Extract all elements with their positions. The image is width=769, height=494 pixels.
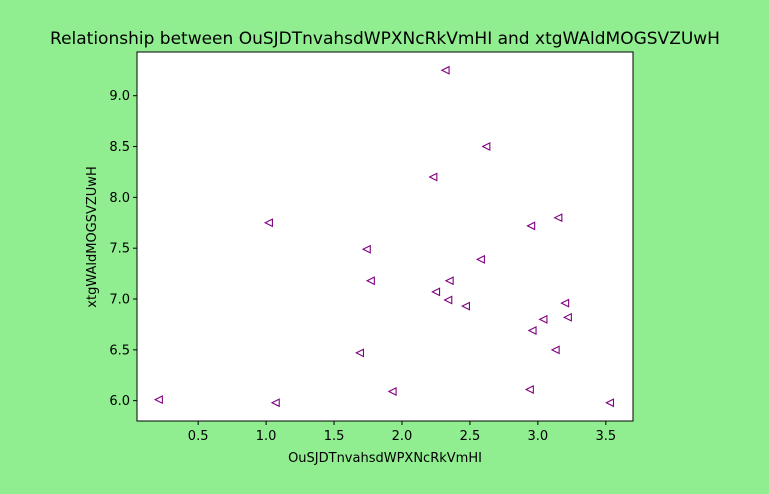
data-point (431, 287, 441, 297)
x-axis-ticks: 0.5 1.0 1.5 2.0 2.5 3.0 3.5 (188, 421, 616, 444)
data-point (481, 142, 491, 152)
y-tick-label: 7.0 (109, 293, 130, 308)
y-axis-label: xtgWAldMOGSVZUwH (85, 166, 100, 307)
data-point (475, 254, 485, 264)
data-point (444, 276, 454, 286)
data-point (527, 326, 537, 336)
data-point (526, 221, 536, 231)
data-point (355, 348, 365, 358)
y-tick-label: 7.5 (109, 242, 130, 257)
x-tick-label: 1.0 (256, 429, 277, 444)
y-tick-label: 6.5 (109, 343, 130, 358)
plot-area (136, 51, 634, 422)
data-point (365, 276, 375, 286)
data-point (270, 398, 280, 408)
data-point (538, 314, 548, 324)
y-tick-label: 9.0 (109, 89, 130, 104)
y-tick-label: 8.0 (109, 191, 130, 206)
data-point (605, 398, 615, 408)
data-point (153, 395, 163, 405)
data-point (550, 345, 560, 355)
data-point (461, 301, 471, 311)
data-points (153, 65, 615, 408)
data-point (560, 298, 570, 308)
x-tick-label: 3.0 (528, 429, 549, 444)
x-tick-label: 2.0 (392, 429, 413, 444)
data-point (524, 384, 534, 394)
x-axis-label: OuSJDTnvahsdWPXNcRkVmHI (288, 451, 482, 466)
data-point (361, 244, 371, 254)
data-point (553, 213, 563, 223)
data-point (443, 295, 453, 305)
x-tick-label: 3.5 (595, 429, 616, 444)
data-point (440, 65, 450, 75)
y-tick-label: 8.5 (109, 140, 130, 155)
data-point (387, 387, 397, 397)
chart-title: Relationship between OuSJDTnvahsdWPXNcRk… (50, 29, 720, 49)
y-axis-ticks: 6.0 6.5 7.0 7.5 8.0 8.5 9.0 (109, 89, 137, 409)
data-point (263, 218, 273, 228)
data-point (428, 172, 438, 182)
data-point (562, 312, 572, 322)
x-tick-label: 2.5 (460, 429, 481, 444)
y-tick-label: 6.0 (109, 394, 130, 409)
x-tick-label: 1.5 (324, 429, 345, 444)
x-tick-label: 0.5 (188, 429, 209, 444)
